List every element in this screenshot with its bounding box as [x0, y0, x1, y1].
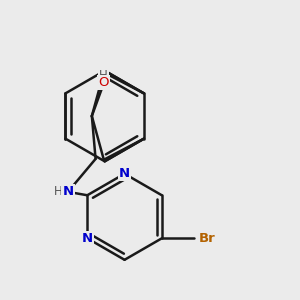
Text: Br: Br: [199, 232, 215, 245]
Text: H: H: [54, 185, 62, 198]
Text: N: N: [62, 185, 74, 198]
Text: H: H: [99, 69, 108, 82]
Text: O: O: [98, 76, 109, 89]
Text: N: N: [82, 232, 93, 245]
Text: N: N: [119, 167, 130, 180]
